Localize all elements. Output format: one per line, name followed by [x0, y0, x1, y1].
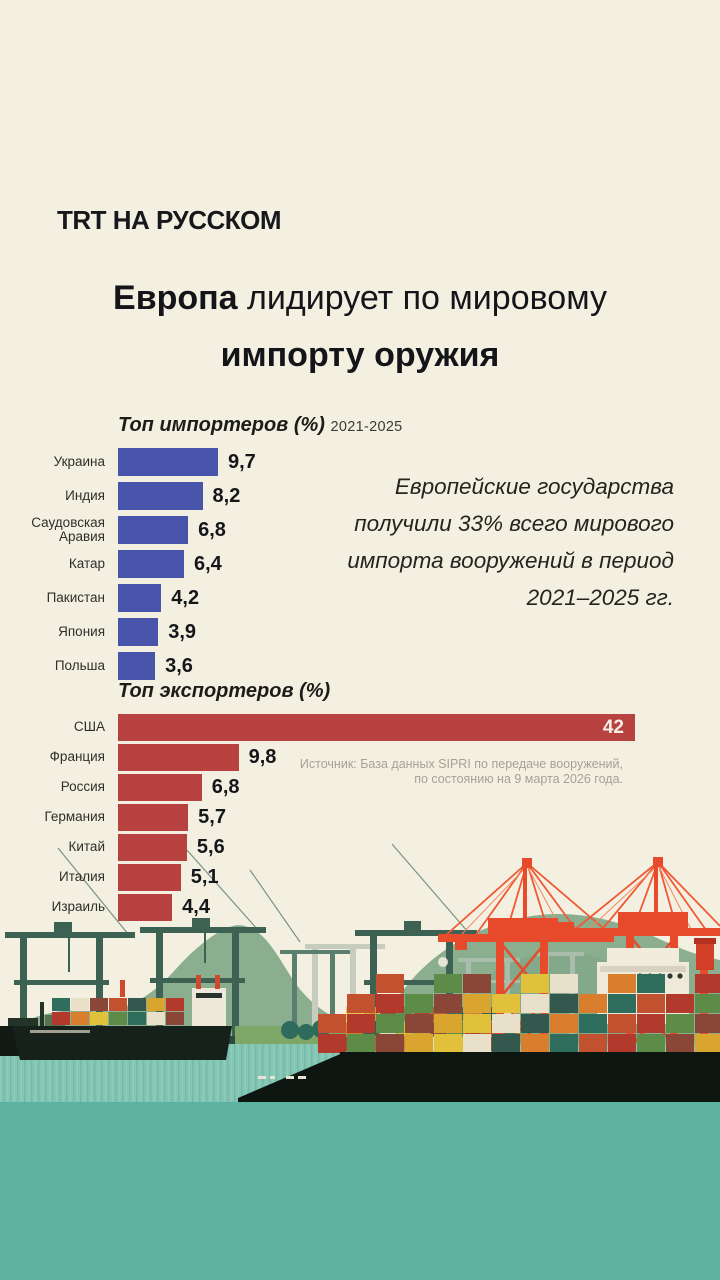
- chart-row: Германия 5,7: [0, 804, 635, 831]
- exporters-title-text: Топ экспортеров (%): [118, 680, 331, 702]
- bar: 42: [118, 714, 635, 741]
- bar-label: Пакистан: [46, 589, 105, 605]
- exporters-chart-title: Топ экспортеров (%): [118, 680, 635, 703]
- bar: [118, 448, 218, 476]
- bar: [118, 864, 181, 891]
- source-note: Источник: База данных SIPRI по передаче …: [300, 757, 623, 786]
- bar-value: 6,8: [211, 776, 240, 798]
- bar: [118, 834, 187, 861]
- title-line1-rest: лидирует по мировому: [237, 279, 607, 317]
- bar: [118, 584, 162, 612]
- bar: [118, 894, 173, 921]
- bar-value: 5,7: [198, 806, 226, 828]
- title-line1: Европа лидирует по мировому: [113, 279, 607, 317]
- chart-row: Италия 5,1: [0, 864, 635, 891]
- bar-value: 4,2: [171, 586, 200, 609]
- crane-cables: [57, 839, 469, 943]
- bar-label: Италия: [59, 869, 105, 885]
- bar-label: Россия: [60, 779, 105, 795]
- exporters-bars: США 42 Франция 9,8 Россия 6,8 Германия 5,7 Китай…: [0, 714, 635, 921]
- bar-label: Китай: [68, 839, 106, 855]
- water-footer: [0, 1102, 720, 1280]
- bar-value: 5,1: [190, 866, 219, 888]
- chart-row: Франция 9,8: [0, 744, 635, 771]
- callout-line: Европейские государства: [394, 474, 674, 499]
- importers-chart: Топ импортеров (%) 2021-2025 Украина 9,7 И…: [0, 414, 403, 686]
- bar: [118, 804, 189, 831]
- chart-row: Польша 3,6: [0, 652, 403, 680]
- big-container-ship: [238, 938, 720, 1102]
- bar-label: Польша: [54, 657, 105, 673]
- bar-value: 42: [602, 716, 624, 738]
- title-line2: импорту оружия: [220, 336, 500, 374]
- chart-row: Украина 9,7: [0, 448, 403, 476]
- chart-row: Индия 8,2: [0, 482, 403, 510]
- bar: [118, 516, 189, 544]
- bar-value: 5,6: [196, 836, 225, 858]
- bar-label: Германия: [44, 809, 105, 825]
- bar-value: 9,7: [228, 450, 256, 473]
- bar-value: 3,6: [165, 654, 193, 677]
- bar-value: 9,8: [248, 746, 277, 768]
- chart-row: США 42: [0, 714, 635, 741]
- chart-row: Китай 5,6: [0, 834, 635, 861]
- bar-value: 8,2: [212, 484, 241, 507]
- callout-line: импорта вооружений в период: [347, 548, 674, 573]
- callout-line: 2021–2025 гг.: [526, 585, 674, 610]
- bar-value: 6,4: [193, 552, 222, 575]
- page-title: Европа лидирует по мировому импорту оруж…: [0, 270, 720, 384]
- bar-label: Индия: [65, 487, 105, 503]
- exporters-chart: Топ экспортеров (%) США 42 Франция 9,8 Росси…: [0, 680, 635, 924]
- bar-label: США: [73, 719, 105, 735]
- title-lead: Европа: [113, 279, 238, 317]
- bar-value: 3,9: [168, 620, 197, 643]
- bar: [118, 744, 239, 771]
- bar: [118, 550, 184, 578]
- chart-row: Япония 3,9: [0, 618, 403, 646]
- buoy-dot: [438, 957, 448, 967]
- bar-label: Катар: [68, 555, 105, 571]
- bar-value: 4,4: [182, 896, 210, 918]
- callout-line: получили 33% всего мирового: [354, 511, 674, 536]
- bar: [118, 618, 159, 646]
- brand-logo: TRT НА РУССКОМ: [57, 205, 282, 235]
- bar: [118, 652, 156, 680]
- importers-subtitle: 2021-2025: [330, 419, 403, 435]
- importers-title-text: Топ импортеров (%): [118, 414, 325, 436]
- bar-label: Франция: [49, 749, 105, 765]
- chart-row: Саудовская Аравия 6,8: [0, 514, 403, 544]
- importers-bars: Украина 9,7 Индия 8,2 Саудовская Аравия 6,8 Ка…: [0, 448, 403, 680]
- bar-value: 6,8: [198, 518, 226, 541]
- source-line: по состоянию на 9 марта 2026 года.: [414, 771, 623, 786]
- source-line: Источник: База данных SIPRI по передаче …: [299, 757, 623, 771]
- chart-row: Пакистан 4,2: [0, 584, 403, 612]
- bar-label: Израиль: [51, 899, 105, 915]
- chart-row: Россия 6,8: [0, 774, 635, 801]
- callout-text: Европейские государства получили 33% все…: [347, 468, 674, 616]
- importers-chart-title: Топ импортеров (%) 2021-2025: [118, 414, 403, 437]
- chart-row: Катар 6,4: [0, 550, 403, 578]
- chart-row: Израиль 4,4: [0, 894, 635, 921]
- bar-label: Япония: [58, 623, 105, 639]
- bar: [118, 482, 203, 510]
- bar-label: Украина: [53, 453, 105, 469]
- bar-label: Саудовская Аравия: [31, 514, 105, 544]
- left-container-ship: [12, 975, 232, 1060]
- port-illustration: [0, 839, 720, 1280]
- bar: [118, 774, 202, 801]
